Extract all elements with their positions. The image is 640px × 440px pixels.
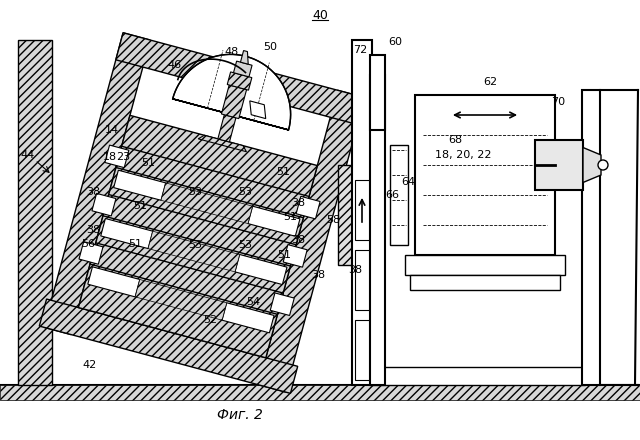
Text: 66: 66 [385,190,399,200]
Text: 64: 64 [401,177,415,187]
Bar [370,75,385,385]
Text: 23: 23 [116,152,130,162]
Text: 53: 53 [238,240,252,250]
Polygon shape [227,72,252,90]
Polygon shape [79,242,103,264]
Text: 60: 60 [388,37,402,47]
Text: 72: 72 [353,45,367,55]
Circle shape [598,160,608,170]
Text: 38: 38 [291,235,305,245]
Text: 50: 50 [263,42,277,52]
Text: 70: 70 [551,97,565,107]
Polygon shape [235,254,287,285]
Bar [410,275,560,290]
Bar [405,255,565,275]
Text: 18, 20, 22: 18, 20, 22 [435,150,492,160]
Polygon shape [135,279,227,320]
Text: 40: 40 [312,8,328,22]
Text: 18: 18 [103,152,117,162]
Text: 51: 51 [141,158,155,168]
Bar [582,90,600,385]
Text: 44: 44 [21,150,35,160]
Polygon shape [116,146,309,218]
Text: 58: 58 [326,215,340,225]
Text: 53: 53 [188,240,202,250]
Text: 56: 56 [81,239,95,249]
Bar [355,320,369,380]
Polygon shape [44,33,150,334]
Polygon shape [88,267,140,297]
Bar [372,255,384,305]
Text: 62: 62 [483,77,497,87]
Polygon shape [250,101,266,119]
Text: 42: 42 [83,360,97,370]
Text: 38: 38 [86,225,100,235]
Bar [338,165,370,265]
Polygon shape [18,40,52,385]
Polygon shape [583,147,601,183]
Text: 53: 53 [238,187,252,197]
Bar [370,55,385,130]
Text: 51: 51 [133,201,147,211]
Polygon shape [148,231,239,272]
Text: 38: 38 [291,198,305,208]
Text: 51: 51 [277,250,291,260]
Polygon shape [114,170,166,200]
Polygon shape [296,196,320,219]
Text: 14: 14 [105,125,119,135]
Polygon shape [241,51,248,64]
Text: 38: 38 [348,265,362,275]
Polygon shape [221,85,246,119]
Polygon shape [173,55,291,130]
Text: 48: 48 [225,47,239,57]
Polygon shape [79,115,317,358]
Polygon shape [92,193,116,216]
Polygon shape [259,90,365,392]
Text: 51: 51 [276,167,290,177]
Polygon shape [284,245,307,267]
Polygon shape [39,299,298,393]
Bar [370,367,585,385]
Polygon shape [248,206,300,236]
Polygon shape [161,183,253,224]
Text: 38: 38 [311,270,325,280]
Polygon shape [90,243,283,314]
Polygon shape [234,61,252,77]
Polygon shape [103,194,296,266]
Bar [352,40,372,385]
Bar [355,250,369,310]
Bar [355,180,369,240]
Polygon shape [222,303,274,333]
Text: 54: 54 [246,297,260,307]
Text: 68: 68 [448,135,462,145]
Text: 51: 51 [128,239,142,249]
Polygon shape [0,385,640,400]
Polygon shape [116,33,365,125]
Bar [535,140,583,190]
Polygon shape [100,219,153,249]
Polygon shape [105,145,129,168]
Text: Фиг. 2: Фиг. 2 [217,408,263,422]
Bar [390,145,408,245]
Bar [415,95,555,255]
Polygon shape [218,115,236,142]
Text: 52: 52 [203,315,217,325]
Text: 38: 38 [86,187,100,197]
Polygon shape [198,135,246,152]
Polygon shape [270,293,294,315]
Text: 53: 53 [188,187,202,197]
Text: 46: 46 [168,60,182,70]
Text: 51: 51 [283,212,297,222]
